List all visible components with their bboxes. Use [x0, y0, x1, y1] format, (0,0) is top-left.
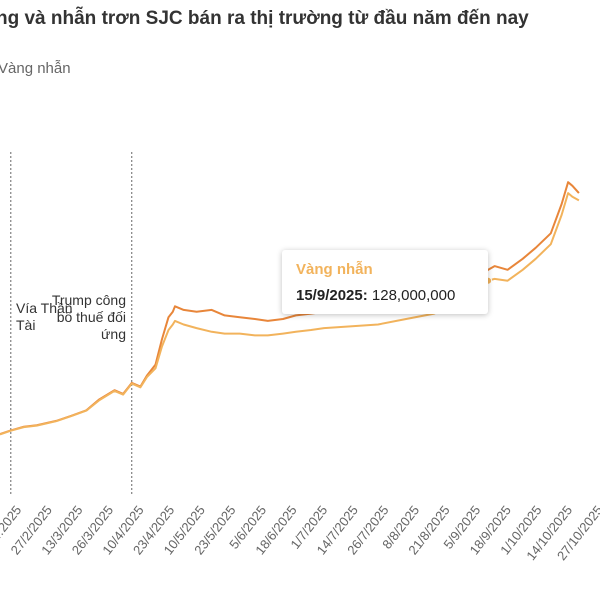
- tooltip-value-line: 15/9/2025: 128,000,000: [296, 287, 455, 304]
- annotation-label-1-1: bố thuế đối: [57, 309, 126, 325]
- annotation-label-1-0: Trump công: [52, 292, 126, 308]
- chart-tooltip: Vàng nhẫn 15/9/2025: 128,000,000: [282, 250, 488, 314]
- tooltip-date: 15/9/2025:: [296, 287, 368, 304]
- chart-title: ng và nhẫn trơn SJC bán ra thị trường từ…: [0, 8, 529, 29]
- legend-entry-vang-nhan[interactable]: Vàng nhẫn: [0, 60, 71, 77]
- series-line-nhan: [0, 192, 580, 436]
- annotation-label-0-1: Tài: [16, 317, 35, 333]
- annotation-label-0-0: Vía Thần: [16, 300, 73, 316]
- tooltip-value: 128,000,000: [371, 287, 456, 304]
- annotation-label-1-2: ứng: [101, 326, 126, 342]
- tooltip-series-name: Vàng nhẫn: [296, 261, 373, 278]
